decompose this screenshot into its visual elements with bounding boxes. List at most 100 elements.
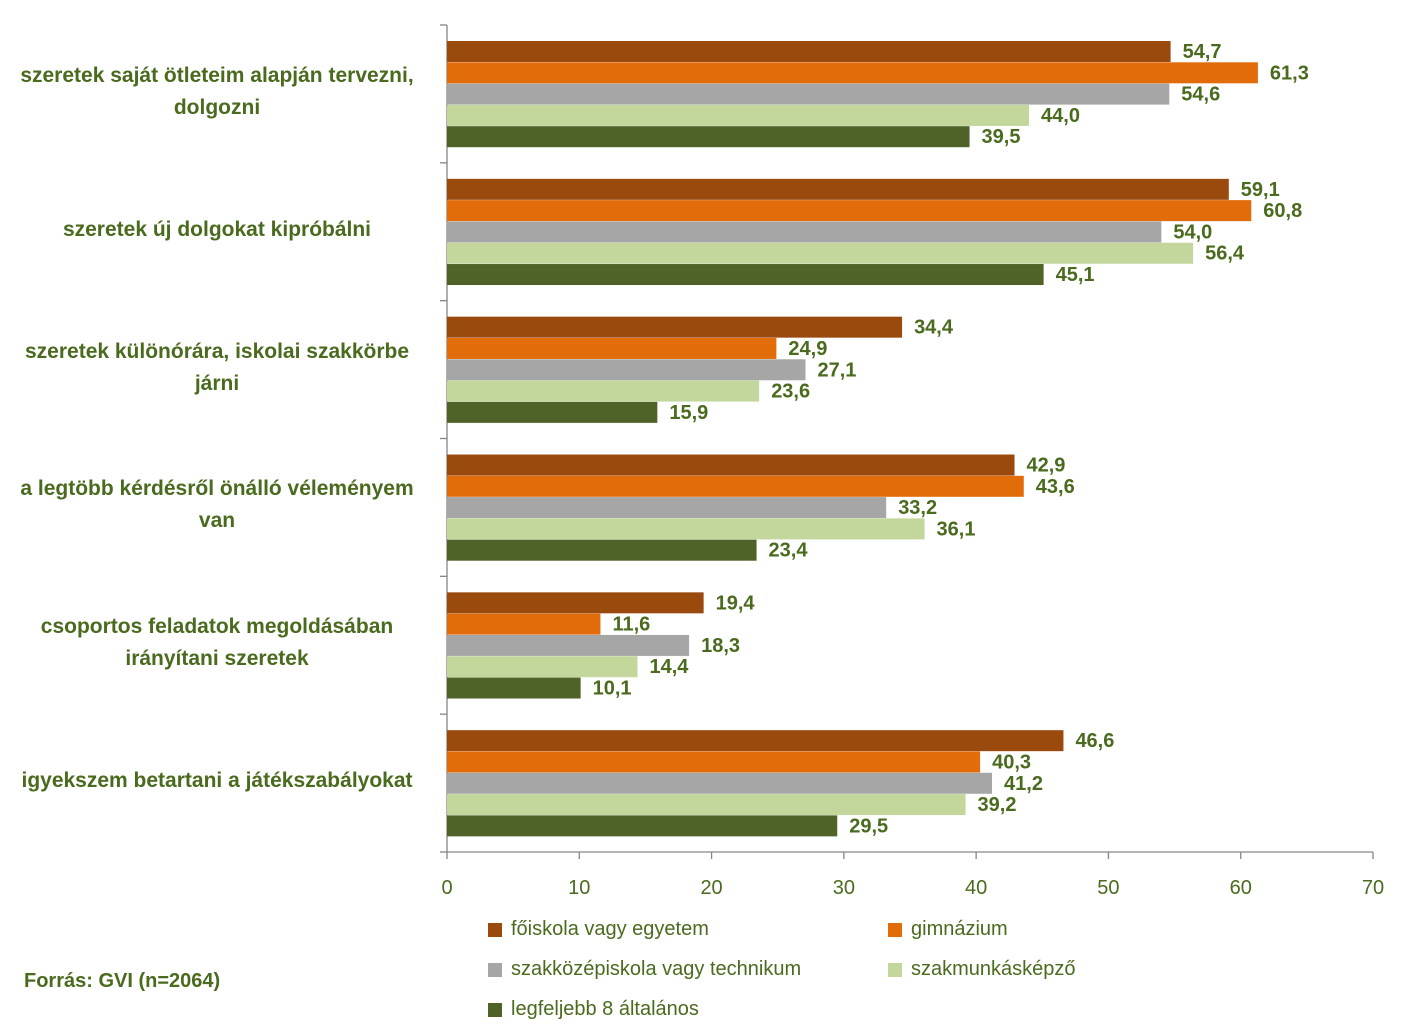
x-tick-label: 0 xyxy=(441,877,452,899)
legend-swatch xyxy=(488,1002,502,1017)
legend-swatch xyxy=(888,922,902,937)
data-label: 19,4 xyxy=(716,592,756,614)
x-tick-label: 10 xyxy=(568,877,590,899)
category-label: szeretek különórára, iskolai szakkörbe já… xyxy=(8,336,426,400)
legend-item: gimnázium xyxy=(888,918,1008,941)
bar xyxy=(447,380,760,402)
category-label-line: van xyxy=(198,509,236,533)
data-label: 36,1 xyxy=(937,518,976,540)
category-label-line: csoportos feladatok megoldásában xyxy=(40,615,394,639)
data-label: 54,0 xyxy=(1173,221,1212,243)
data-label: 41,2 xyxy=(1004,773,1043,795)
bar xyxy=(447,41,1171,62)
category-label: igyekszem betartani a játékszabályokat xyxy=(8,765,426,797)
data-label: 46,6 xyxy=(1075,730,1114,752)
data-label: 33,2 xyxy=(898,497,937,519)
bar xyxy=(447,730,1064,752)
bar xyxy=(447,518,925,540)
category-label-line: járni xyxy=(194,371,240,395)
bar xyxy=(447,794,966,816)
bar xyxy=(447,634,690,656)
bar xyxy=(447,772,993,794)
bar xyxy=(447,316,903,338)
bar xyxy=(447,83,1170,105)
data-label: 56,4 xyxy=(1205,243,1245,265)
data-label: 45,1 xyxy=(1056,264,1095,286)
data-label: 39,2 xyxy=(978,794,1017,816)
category-label: a legtöbb kérdésről önálló véleményem van xyxy=(8,473,426,537)
bar xyxy=(447,62,1258,84)
data-label: 14,4 xyxy=(649,656,689,678)
legend-item: szakközépiskola vagy technikum xyxy=(488,958,801,981)
data-label: 43,6 xyxy=(1036,476,1075,498)
legend-item: legfeljebb 8 általános xyxy=(488,998,699,1021)
bar xyxy=(447,359,806,381)
bar xyxy=(447,815,838,837)
bar xyxy=(447,264,1044,286)
data-label: 11,6 xyxy=(612,614,650,636)
bar xyxy=(447,104,1030,126)
x-tick-label: 30 xyxy=(833,877,855,899)
legend-swatch xyxy=(488,922,502,937)
bar xyxy=(447,200,1252,222)
bar xyxy=(447,656,638,678)
bar xyxy=(447,337,777,359)
category-label-line: dolgozni xyxy=(173,95,261,119)
bar xyxy=(447,751,981,773)
category-label: csoportos feladatok megoldásában irányíta… xyxy=(8,611,426,675)
data-label: 59,1 xyxy=(1241,179,1280,201)
category-label-line: szeretek különórára, iskolai szakkörbe xyxy=(24,339,410,363)
legend-item: főiskola vagy egyetem xyxy=(488,918,709,941)
legend-swatch xyxy=(488,962,502,977)
category-label: szeretek új dolgokat kipróbálni xyxy=(8,214,426,246)
x-tick-label: 70 xyxy=(1362,877,1384,899)
data-label: 34,4 xyxy=(914,317,954,339)
category-label-line: szeretek új dolgokat kipróbálni xyxy=(62,217,372,241)
data-label: 42,9 xyxy=(1027,455,1066,477)
data-label: 18,3 xyxy=(701,635,740,657)
x-tick-label: 20 xyxy=(700,877,722,899)
category-label-line: szeretek saját ötleteim alapján tervezni… xyxy=(20,63,414,87)
category-label-line: irányítani szeretek xyxy=(125,647,309,671)
x-tick-label: 60 xyxy=(1230,877,1252,899)
data-label: 54,6 xyxy=(1181,84,1220,106)
data-label: 29,5 xyxy=(849,815,888,837)
data-label: 61,3 xyxy=(1270,62,1309,84)
category-label-line: a legtöbb kérdésről önálló véleményem xyxy=(20,477,414,501)
bar xyxy=(447,613,601,635)
legend-item: szakmunkásképző xyxy=(888,958,1076,981)
bar xyxy=(447,592,704,614)
data-label: 54,7 xyxy=(1183,41,1222,63)
category-label: szeretek saját ötleteim alapján tervezni… xyxy=(8,60,426,124)
legend-label: gimnázium xyxy=(911,918,1008,940)
bar xyxy=(447,677,581,699)
bar xyxy=(447,178,1229,200)
legend-swatch xyxy=(888,962,902,977)
bar xyxy=(447,475,1024,497)
data-label: 24,9 xyxy=(788,338,827,360)
legend: főiskola vagy egyetem gimnázium szakközépi… xyxy=(488,918,1248,1033)
source-note: Forrás: GVI (n=2064) xyxy=(24,970,221,992)
legend-label: szakközépiskola vagy technikum xyxy=(511,958,802,980)
data-label: 40,3 xyxy=(992,751,1031,773)
bar xyxy=(447,401,658,423)
data-label: 15,9 xyxy=(669,402,708,424)
bar-chart: 0 10 20 30 40 50 60 70 54,7 61,3 54,6 44,0 39,5 59,16… xyxy=(440,24,1384,899)
data-label: 23,6 xyxy=(771,381,810,403)
bar xyxy=(447,454,1015,476)
bar xyxy=(447,539,757,561)
legend-label: szakmunkásképző xyxy=(911,958,1076,980)
x-tick-label: 50 xyxy=(1097,877,1119,899)
data-label: 39,5 xyxy=(982,126,1021,148)
legend-label: legfeljebb 8 általános xyxy=(511,998,699,1020)
data-label: 27,1 xyxy=(817,359,856,381)
bar xyxy=(447,242,1194,264)
data-label: 60,8 xyxy=(1263,200,1302,222)
bar xyxy=(447,126,970,148)
bar xyxy=(447,221,1162,243)
category-label-line: igyekszem betartani a játékszabályokat xyxy=(21,769,413,793)
legend-label: főiskola vagy egyetem xyxy=(511,918,709,940)
bar xyxy=(447,497,887,519)
data-label: 44,0 xyxy=(1041,105,1080,127)
data-label: 10,1 xyxy=(593,678,632,700)
